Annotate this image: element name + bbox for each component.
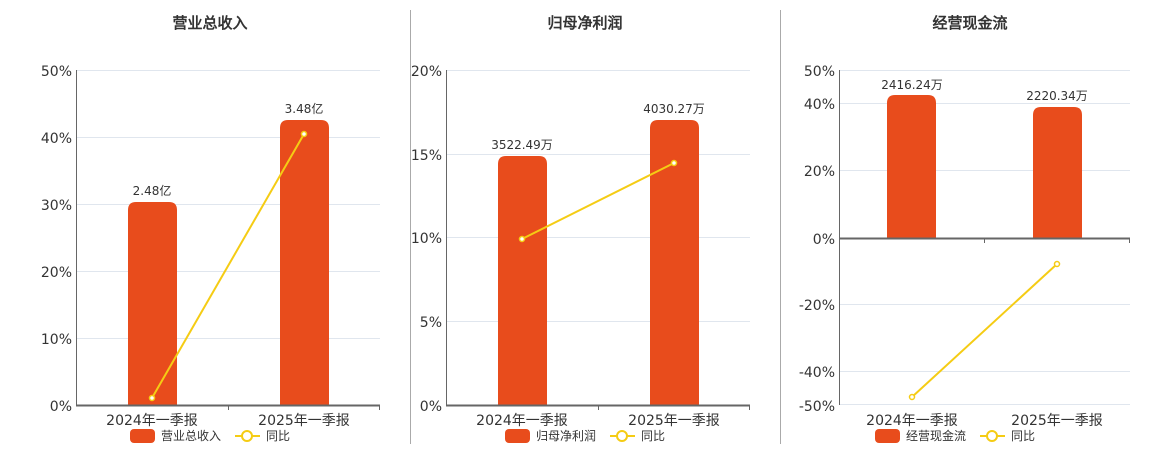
svg-text:0%: 0% <box>813 232 835 248</box>
svg-text:5%: 5% <box>420 315 442 331</box>
bar[interactable] <box>498 156 547 405</box>
svg-text:15%: 15% <box>411 148 442 164</box>
svg-text:2416.24万: 2416.24万 <box>881 78 943 92</box>
svg-text:2024年一季报: 2024年一季报 <box>476 413 568 429</box>
svg-text:4030.27万: 4030.27万 <box>643 102 705 116</box>
divider <box>410 10 411 444</box>
svg-text:20%: 20% <box>411 64 442 80</box>
bar[interactable] <box>650 120 699 405</box>
svg-text:3.48亿: 3.48亿 <box>285 101 324 116</box>
svg-text:2025年一季报: 2025年一季报 <box>628 413 720 429</box>
bar[interactable] <box>887 95 936 238</box>
svg-text:10%: 10% <box>41 332 72 348</box>
svg-text:-40%: -40% <box>799 365 835 381</box>
bar[interactable] <box>128 202 177 405</box>
chart-panel-revenue: 营业总收入 50% 40% 30% 20% 10% 0% 2.48亿 3.48亿 20… <box>0 0 400 450</box>
svg-text:2025年一季报: 2025年一季报 <box>1011 413 1103 429</box>
bar[interactable] <box>1033 107 1082 238</box>
legend-line-label[interactable]: 同比 <box>266 429 291 443</box>
legend-bar-swatch[interactable] <box>129 428 155 443</box>
legend-bar-label[interactable]: 归母净利润 <box>535 429 596 443</box>
svg-text:-20%: -20% <box>799 298 835 314</box>
svg-text:2024年一季报: 2024年一季报 <box>106 413 198 429</box>
legend-line-label[interactable]: 同比 <box>641 429 666 443</box>
legend-bar-label[interactable]: 经营现金流 <box>905 429 966 443</box>
svg-text:20%: 20% <box>41 265 72 281</box>
svg-text:50%: 50% <box>804 64 835 80</box>
chart-title: 经营现金流 <box>932 14 1008 32</box>
legend-line-swatch[interactable] <box>610 429 635 443</box>
divider <box>780 10 781 444</box>
svg-text:20%: 20% <box>804 164 835 180</box>
svg-text:50%: 50% <box>41 64 72 80</box>
svg-text:3522.49万: 3522.49万 <box>491 138 553 152</box>
legend: 归母净利润 同比 <box>410 427 760 444</box>
legend-line-swatch[interactable] <box>235 429 260 443</box>
svg-text:40%: 40% <box>804 97 835 113</box>
legend: 营业总收入 同比 <box>10 427 410 444</box>
svg-text:2220.34万: 2220.34万 <box>1026 89 1088 103</box>
svg-text:0%: 0% <box>420 399 442 415</box>
legend: 经营现金流 同比 <box>780 427 1130 444</box>
legend-line-swatch[interactable] <box>980 429 1005 443</box>
svg-text:2024年一季报: 2024年一季报 <box>866 413 958 429</box>
svg-text:30%: 30% <box>41 198 72 214</box>
legend-bar-swatch[interactable] <box>504 428 530 443</box>
svg-text:40%: 40% <box>41 131 72 147</box>
svg-text:10%: 10% <box>411 231 442 247</box>
bar[interactable] <box>280 120 329 405</box>
svg-text:0%: 0% <box>50 399 72 415</box>
svg-text:2.48亿: 2.48亿 <box>133 183 172 198</box>
chart-title: 归母净利润 <box>547 14 623 32</box>
svg-text:2025年一季报: 2025年一季报 <box>258 413 350 429</box>
chart-title: 营业总收入 <box>172 14 248 32</box>
legend-bar-swatch[interactable] <box>874 428 900 443</box>
legend-bar-label[interactable]: 营业总收入 <box>160 429 221 443</box>
legend-line-label[interactable]: 同比 <box>1011 429 1036 443</box>
chart-plot: 50% 40% 30% 20% 10% 0% 2.48亿 3.48亿 2024年一季报… <box>41 64 380 429</box>
svg-text:-50%: -50% <box>799 399 835 415</box>
